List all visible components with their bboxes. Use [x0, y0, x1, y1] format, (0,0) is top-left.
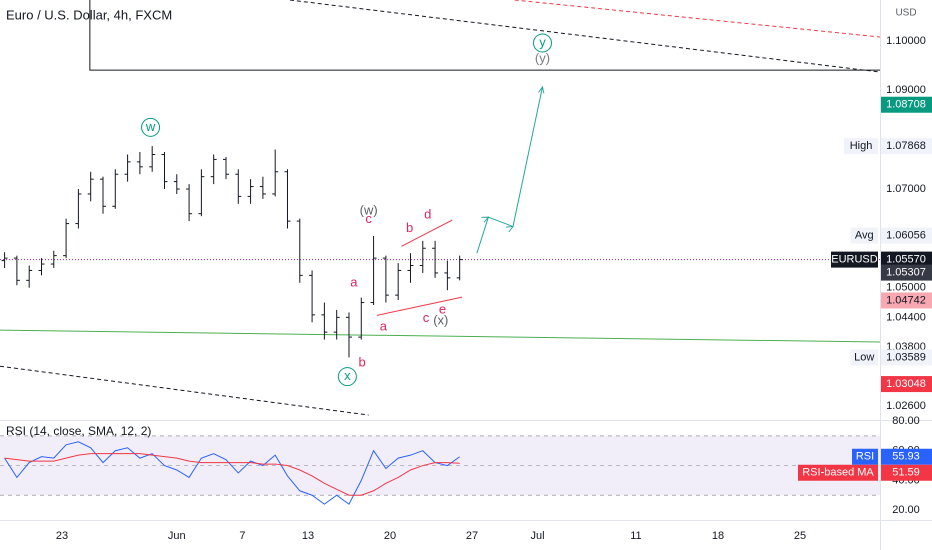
price-badge-label: 1.05307 [886, 266, 926, 278]
wave-label: (y) [535, 51, 550, 66]
indicator-badge-value: 51.59 [892, 467, 920, 479]
y-tick-label: 1.05000 [886, 282, 926, 294]
indicator-title: RSI (14, close, SMA, 12, 2) [6, 424, 151, 438]
y-tick-label: 1.07000 [886, 183, 926, 195]
wave-label: y [539, 34, 546, 49]
x-tick-label: 7 [239, 530, 245, 542]
wave-label: b [406, 220, 413, 235]
axes: 23 Jun 7 13 20 27 Jul 11 18 25 1.10000 1.09000 1.070… [56, 35, 932, 542]
price-badge-name: High [850, 140, 873, 152]
chart-title: Euro / U.S. Dollar, 4h, FXCM [6, 7, 172, 22]
price-badge-name-bg [844, 138, 878, 155]
indicator-badge [881, 464, 932, 481]
price-badge-label: 1.08708 [886, 99, 926, 111]
price-badge-name-bg [831, 251, 878, 268]
y-tick-label: 20.00 [892, 504, 920, 516]
price-badge-name-bg [850, 227, 878, 244]
wave-circle [337, 367, 357, 387]
price-badge-label: 1.03048 [886, 378, 926, 390]
price-badge [881, 376, 932, 393]
price-badge [881, 251, 932, 268]
price-badge-label: 1.04742 [886, 294, 926, 306]
x-tick-label: Jun [168, 530, 186, 542]
price-badge-name: Avg [855, 230, 874, 242]
price-badge-name-bg [850, 349, 878, 366]
indicator-badge-name: RSI [856, 451, 874, 463]
x-tick-label: 13 [302, 530, 314, 542]
y-tick-label: 80.00 [892, 415, 920, 427]
indicator-badge-value: 55.93 [892, 451, 920, 463]
wave-label: b [358, 355, 365, 370]
rsi-line [4, 441, 460, 505]
indicator-badge-name-bg [798, 464, 878, 481]
price-badge [881, 138, 932, 155]
wave-label: w [145, 119, 156, 134]
x-tick-label: 25 [794, 530, 806, 542]
y-tick-label: 1.04400 [886, 311, 926, 323]
price-badge [881, 349, 932, 366]
trend-line [0, 329, 881, 343]
wave-label: c [365, 211, 372, 226]
trend-line [514, 0, 881, 38]
trend-line [476, 87, 543, 254]
price-badge [881, 292, 932, 309]
wave-label: a [350, 275, 358, 290]
wave-label: (x) [433, 313, 448, 328]
x-tick-label: 20 [384, 530, 396, 542]
wave-label: c [423, 310, 430, 325]
trend-line [0, 365, 369, 416]
wave-label: x [344, 368, 351, 383]
rsi-line [4, 453, 460, 496]
trend-line [289, 0, 881, 73]
y-tick-label: 1.09000 [886, 84, 926, 96]
wave-label: e [439, 301, 446, 316]
currency: USD [895, 8, 916, 19]
price-badge-label: 1.07868 [886, 140, 926, 152]
price-badge-name: Low [854, 351, 874, 363]
price-badge-label: 1.03589 [886, 351, 926, 363]
price-badge [881, 264, 932, 281]
y-tick-label: 1.10000 [886, 35, 926, 47]
wave-label: d [424, 207, 431, 222]
x-tick-label: 23 [56, 530, 68, 542]
price-badge [881, 96, 932, 113]
price-badge-label: 1.05570 [886, 254, 926, 266]
price-badge-label: 1.06056 [886, 230, 926, 242]
y-tick-label: 1.02600 [886, 400, 926, 412]
indicator-badge-name: RSI-based MA [802, 467, 874, 479]
x-tick-label: Jul [531, 530, 545, 542]
rsi-pane [0, 435, 880, 505]
wave-label: a [380, 319, 388, 334]
wave-circle [141, 117, 161, 137]
trend-line [376, 296, 463, 316]
x-tick-label: 27 [466, 530, 478, 542]
price-badge-name: EURUSD [831, 254, 878, 266]
labels: Euro / U.S. Dollar, 4h, FXCM USD RSI (14… [6, 7, 917, 438]
trend-line [401, 219, 453, 247]
wave-label: (w) [360, 203, 378, 218]
price-badge [881, 227, 932, 244]
trend-line [89, 0, 880, 71]
x-tick-label: 18 [712, 530, 724, 542]
x-tick-label: 11 [630, 530, 641, 542]
wave-circle [532, 33, 552, 53]
indicator-badge [881, 448, 932, 465]
indicator-badge-name-bg [852, 448, 878, 465]
